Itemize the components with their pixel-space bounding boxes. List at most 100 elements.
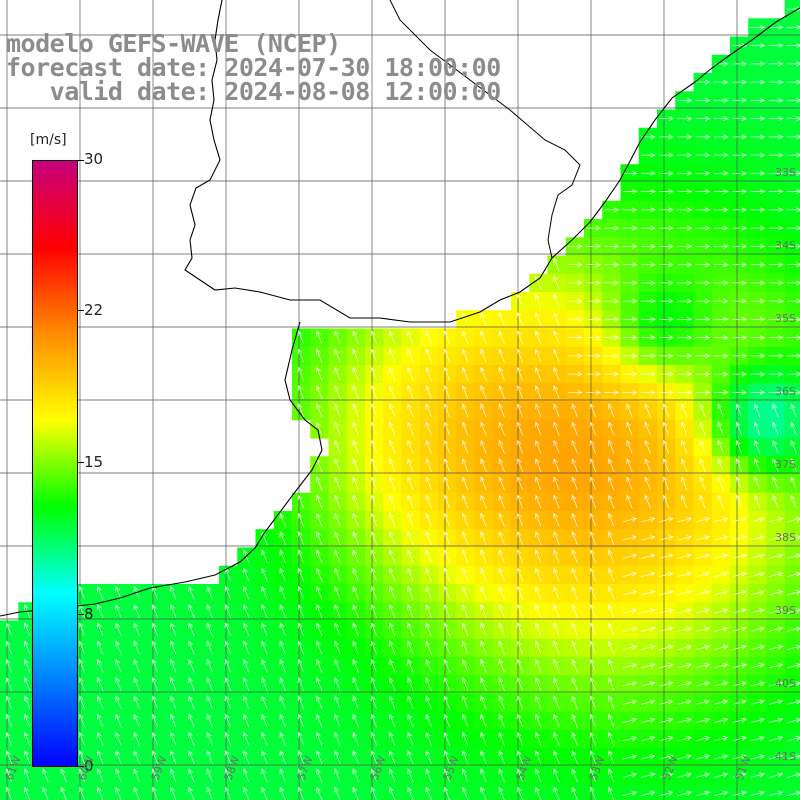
wind-arrow (97, 604, 104, 619)
wind-arrow (370, 476, 378, 491)
wind-arrow (622, 699, 638, 705)
wind-arrow (681, 458, 688, 473)
wind-arrow (516, 494, 524, 509)
wind-arrow (677, 371, 693, 377)
wind-arrow (768, 663, 784, 669)
wind-arrow (586, 225, 602, 231)
wind-speed-cell (748, 784, 768, 800)
wind-arrow (188, 768, 195, 783)
wind-arrow (604, 298, 620, 304)
wind-arrow (316, 786, 323, 800)
wind-arrow (480, 750, 487, 765)
wind-arrow (261, 750, 268, 765)
wind-arrow (571, 677, 578, 692)
wind-arrow (425, 713, 432, 728)
wind-arrow (78, 677, 86, 692)
wind-arrow (768, 262, 784, 268)
wind-arrow (732, 608, 747, 614)
wind-arrow (571, 695, 578, 710)
wind-arrow (695, 79, 711, 85)
wind-speed-cell (657, 784, 676, 800)
wind-arrow (659, 298, 675, 304)
wind-arrow (786, 225, 800, 231)
colorbar-tickmark (78, 462, 84, 463)
wind-arrow (750, 553, 766, 559)
wind-arrow (5, 750, 13, 765)
wind-arrow (480, 421, 487, 436)
wind-arrow (553, 658, 560, 673)
wind-arrow (261, 713, 268, 728)
wind-arrow (97, 713, 104, 728)
wind-arrow (768, 298, 784, 304)
wind-arrow (206, 695, 213, 710)
wind-arrow (750, 681, 766, 687)
wind-arrow (206, 677, 213, 692)
wind-arrow (389, 439, 396, 454)
wind-arrow (677, 736, 693, 742)
wind-arrow (535, 439, 542, 454)
wind-arrow (735, 421, 743, 436)
wind-arrow (567, 371, 583, 377)
wind-arrow (626, 403, 633, 418)
wind-arrow (316, 585, 323, 600)
wind-arrow (243, 658, 250, 673)
wind-arrow (224, 713, 232, 728)
wind-arrow (768, 353, 784, 359)
wind-arrow (644, 476, 651, 491)
wind-arrow (516, 366, 524, 381)
wind-arrow (498, 731, 505, 746)
wind-arrow (535, 658, 542, 673)
wind-arrow (768, 61, 784, 67)
wind-arrow (589, 640, 597, 655)
wind-arrow (695, 262, 711, 268)
wind-arrow (750, 207, 766, 213)
wind-arrow (681, 439, 688, 454)
wind-arrow (571, 549, 578, 564)
wind-arrow (571, 531, 578, 546)
wind-arrow (640, 626, 656, 632)
wind-arrow (750, 243, 766, 249)
wind-arrow (535, 549, 542, 564)
wind-arrow (553, 293, 560, 308)
wind-arrow (640, 699, 656, 705)
wind-arrow (115, 731, 122, 746)
wind-arrow (677, 553, 693, 559)
wind-arrow (407, 330, 414, 345)
wind-arrow (640, 353, 656, 359)
wind-arrow (622, 553, 638, 559)
wind-arrow (732, 225, 748, 231)
wind-arrow (480, 330, 487, 345)
wind-arrow (659, 243, 675, 249)
wind-arrow (206, 786, 213, 800)
wind-arrow (768, 43, 784, 49)
wind-arrow (389, 640, 396, 655)
wind-arrow (352, 604, 359, 619)
wind-arrow (188, 585, 195, 600)
wind-arrow (462, 731, 469, 746)
wind-arrow (677, 189, 693, 195)
wind-arrow (462, 531, 469, 546)
wind-arrow (732, 389, 748, 395)
wind-arrow (786, 553, 800, 559)
wind-arrow (589, 713, 597, 728)
wind-arrow (297, 604, 305, 619)
wind-arrow (443, 403, 451, 418)
wind-arrow (261, 768, 268, 783)
wind-speed-cell (36, 784, 56, 800)
wind-arrow (480, 476, 487, 491)
wind-arrow (407, 512, 414, 527)
wind-speed-cell (511, 784, 530, 800)
wind-arrow (640, 553, 656, 559)
wind-arrow (695, 335, 711, 341)
wind-arrow (699, 421, 706, 436)
wind-arrow (516, 439, 524, 454)
wind-arrow (407, 439, 414, 454)
wind-arrow (768, 553, 784, 559)
wind-arrow (24, 695, 31, 710)
wind-arrow (732, 644, 747, 650)
wind-arrow (334, 476, 341, 491)
wind-arrow (151, 622, 159, 637)
wind-arrow (334, 439, 341, 454)
wind-arrow (553, 695, 560, 710)
wind-arrow (608, 458, 615, 473)
